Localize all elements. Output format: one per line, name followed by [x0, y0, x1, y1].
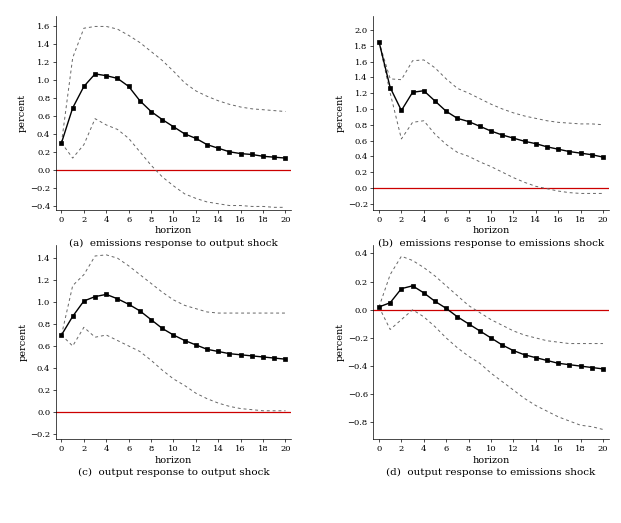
Y-axis label: percent: percent	[336, 323, 345, 361]
X-axis label: horizon: horizon	[473, 226, 510, 235]
X-axis label: horizon: horizon	[155, 226, 192, 235]
Y-axis label: percent: percent	[18, 94, 27, 132]
Y-axis label: percent: percent	[19, 323, 27, 361]
Text: (c)  output response to output shock: (c) output response to output shock	[78, 468, 270, 477]
X-axis label: horizon: horizon	[473, 456, 510, 464]
X-axis label: horizon: horizon	[155, 456, 192, 464]
Text: (d)  output response to emissions shock: (d) output response to emissions shock	[386, 468, 596, 477]
Text: (a)  emissions response to output shock: (a) emissions response to output shock	[69, 239, 278, 248]
Text: (b)  emissions response to emissions shock: (b) emissions response to emissions shoc…	[378, 239, 604, 248]
Y-axis label: percent: percent	[336, 94, 345, 132]
